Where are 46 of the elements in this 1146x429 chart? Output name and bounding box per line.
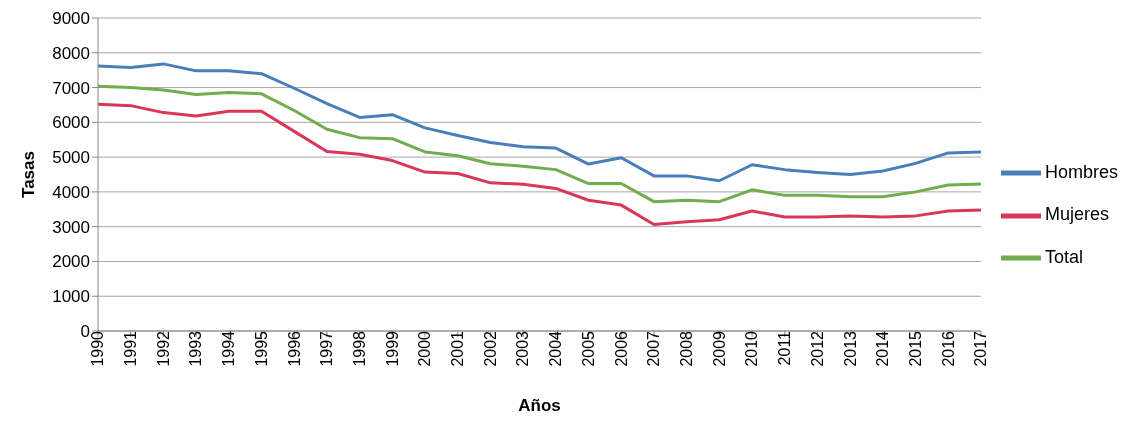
- x-tick-label: 2017: [972, 330, 990, 367]
- y-tick-label: 2000: [52, 252, 90, 272]
- x-tick-label: 1993: [187, 330, 205, 367]
- x-tick-label: 1996: [285, 330, 303, 367]
- x-tick-label: 2003: [514, 330, 532, 367]
- line-series: [96, 62, 983, 183]
- x-tick-label: 2001: [449, 330, 467, 367]
- x-tick-label: 2012: [808, 330, 826, 367]
- x-tick-label: 2016: [939, 330, 957, 367]
- legend-label: Total: [1044, 246, 1083, 267]
- y-tick-label: 3000: [52, 217, 90, 237]
- x-axis-title: Años: [518, 396, 561, 415]
- x-tick-label: 2009: [710, 330, 728, 367]
- y-tick-label: 6000: [52, 113, 90, 133]
- y-tick-label: 8000: [52, 43, 90, 63]
- y-tick-label: 7000: [52, 78, 90, 98]
- x-tick-label: 2000: [416, 330, 434, 367]
- x-tick-label: 2015: [906, 330, 924, 367]
- x-tick-label: 2007: [645, 330, 663, 367]
- x-tick-label: 2011: [776, 330, 794, 366]
- x-tick-label: 1992: [154, 330, 172, 367]
- x-tick-label: 2005: [579, 330, 597, 367]
- x-tick-label: 1994: [220, 330, 238, 367]
- legend-label: Mujeres: [1044, 204, 1109, 225]
- x-tick-label: 2014: [874, 330, 892, 367]
- y-tick-label: 9000: [52, 9, 90, 29]
- line-series: [96, 84, 983, 204]
- x-tick-label: 1991: [122, 330, 140, 367]
- x-tick-label: 2006: [612, 330, 630, 367]
- line-series: [96, 102, 983, 227]
- y-tick-label: 4000: [52, 182, 90, 202]
- y-tick-label: 0: [80, 322, 90, 342]
- x-tick-label: 1995: [252, 330, 270, 367]
- x-tick-label: 2008: [678, 330, 696, 367]
- x-tick-label: 2004: [547, 330, 565, 367]
- x-tick-label: 2010: [743, 330, 761, 367]
- x-tick-label: 2013: [841, 330, 859, 367]
- y-tick-label: 5000: [52, 148, 90, 168]
- y-axis-title: Tasas: [19, 151, 39, 198]
- x-tick-label: 1999: [383, 330, 401, 367]
- x-tick-label: 1997: [318, 330, 336, 367]
- x-tick-label: 1990: [89, 330, 107, 367]
- legend-label: Hombres: [1044, 162, 1118, 183]
- x-tick-label: 2002: [481, 330, 499, 367]
- y-tick-label: 1000: [52, 287, 90, 307]
- x-tick-label: 1998: [350, 330, 368, 367]
